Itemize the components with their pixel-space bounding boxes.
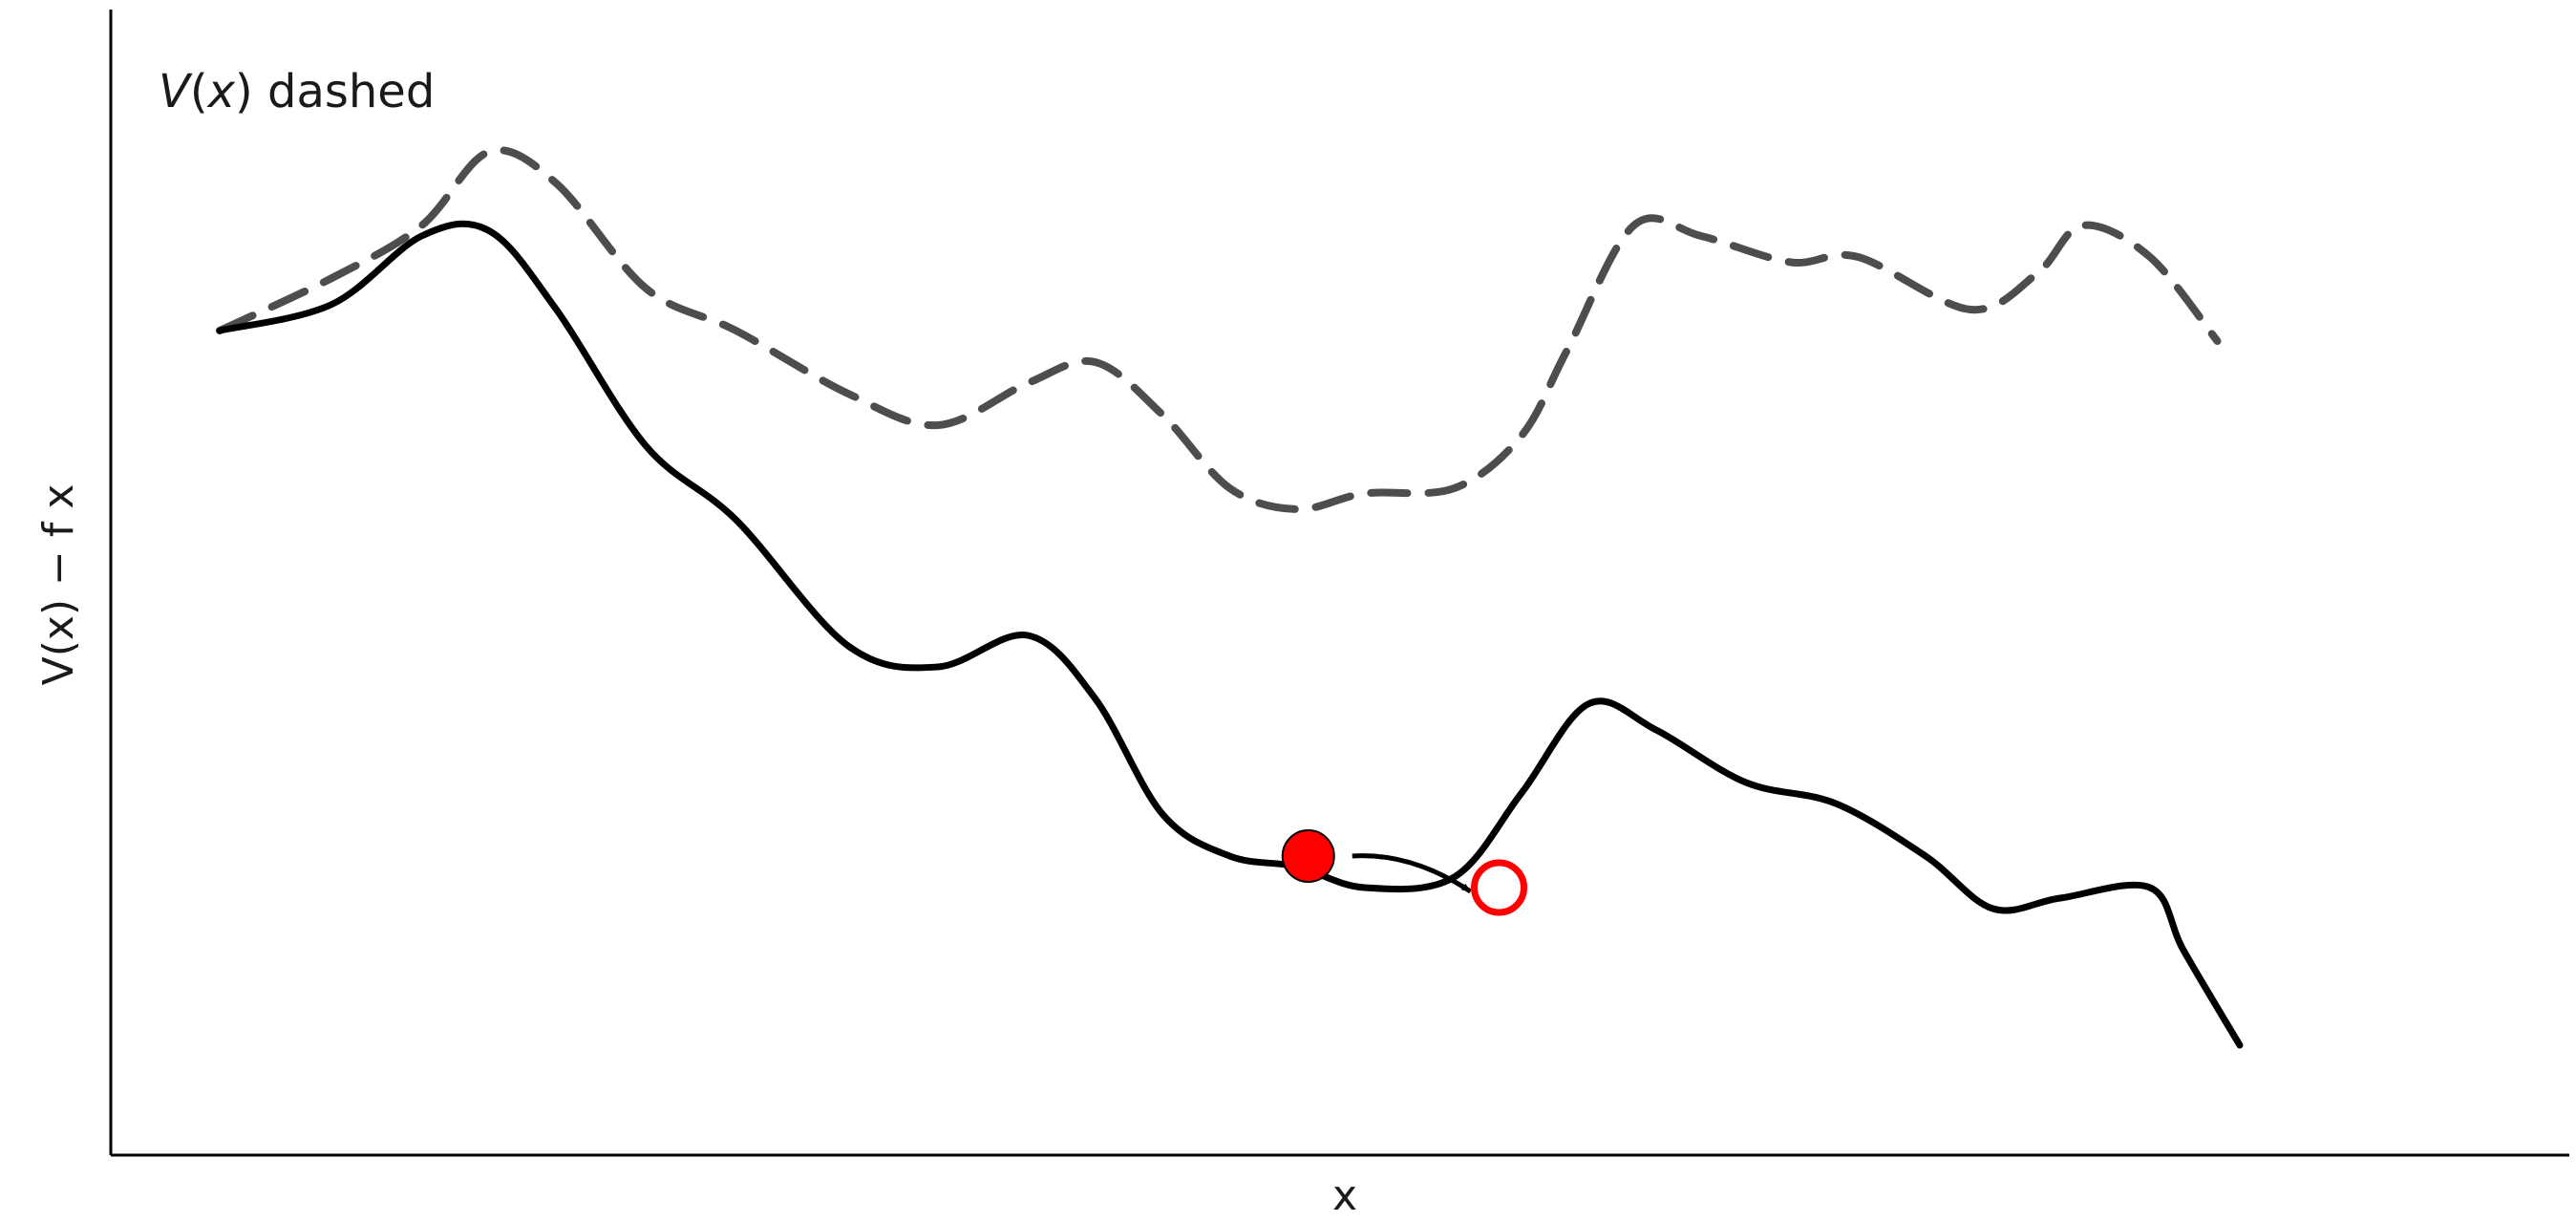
start-marker: [1281, 829, 1335, 883]
transition-arrow: [1352, 853, 1472, 894]
end-marker: [1471, 859, 1527, 916]
y-axis-label: V(x) − f x: [34, 484, 83, 686]
dashed-annotation: V(x) dashed: [159, 65, 435, 118]
solid-series-line: [216, 220, 2244, 1049]
annotation-paren-close: ): [235, 65, 253, 118]
annotation-paren-open: (: [190, 65, 208, 118]
annotation-layer: [1281, 829, 1527, 916]
annotation-var: V: [159, 65, 193, 118]
dashed-series-line: [216, 146, 2222, 514]
annotation-arg: x: [206, 65, 236, 118]
annotation-rest: dashed: [253, 65, 436, 118]
series-layer: [216, 146, 2244, 1049]
x-axis-label: x: [1332, 1171, 1357, 1220]
